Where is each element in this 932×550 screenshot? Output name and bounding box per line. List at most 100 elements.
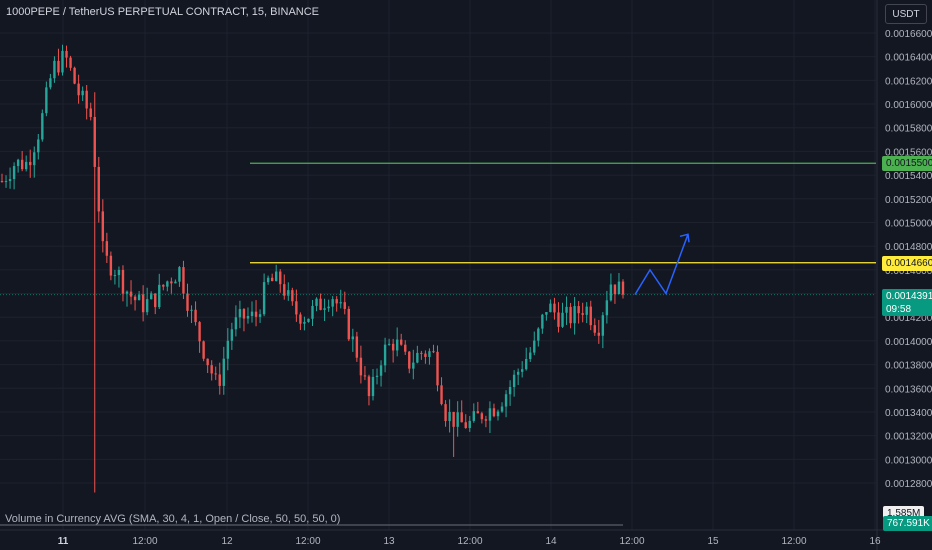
candle-down: [210, 365, 213, 374]
candle-down: [279, 271, 282, 285]
candle-up: [395, 339, 399, 351]
candle-down: [621, 281, 625, 295]
candle-up: [516, 371, 520, 375]
candle-up: [174, 281, 177, 284]
candle-down: [391, 343, 395, 351]
candle-up: [246, 315, 250, 319]
candle-down: [182, 267, 185, 294]
y-tick-label: 0.0014000: [885, 337, 932, 348]
candle-down: [476, 411, 480, 414]
candle-up: [472, 411, 475, 421]
candle-down: [432, 351, 435, 353]
candle-up: [379, 365, 383, 376]
candle-down: [343, 302, 346, 309]
y-tick-label: 0.0015600: [885, 147, 932, 158]
x-tick-label: 14: [545, 536, 557, 547]
candle-up: [37, 139, 40, 153]
candle-down: [367, 376, 371, 397]
candle-countdown: 09:58: [886, 304, 912, 315]
chart-title: 1000PEPE / TetherUS PERPETUAL CONTRACT, …: [6, 6, 320, 18]
candle-up: [125, 291, 129, 294]
candle-up: [303, 321, 306, 324]
candle-down: [464, 422, 467, 429]
green-level-price-tag: 0.0015500: [882, 156, 932, 171]
candle-down: [557, 312, 560, 327]
y-tick-label: 0.0012800: [885, 479, 932, 490]
candle-up: [4, 181, 8, 183]
candle-up: [81, 90, 84, 96]
candle-down: [65, 50, 68, 58]
candle-up: [387, 343, 391, 345]
candle-up: [448, 411, 451, 422]
candle-down: [335, 299, 338, 304]
candle-down: [57, 60, 60, 73]
candle-up: [601, 315, 605, 336]
candle-up: [12, 166, 16, 180]
candle-down: [283, 284, 286, 296]
candle-down: [154, 293, 157, 308]
candle-down: [133, 296, 137, 301]
candle-down: [77, 83, 80, 96]
candle-down: [218, 374, 221, 386]
candle-up: [351, 336, 355, 340]
currency-button[interactable]: USDT: [885, 4, 927, 24]
last-price-tag: 0.0014391 09:58: [882, 289, 932, 316]
candle-down: [0, 181, 4, 183]
candle-up: [307, 318, 310, 322]
candle-down: [420, 352, 423, 354]
candle-up: [61, 50, 64, 73]
candle-down: [101, 211, 105, 242]
y-tick-label: 0.0015200: [885, 195, 932, 206]
candle-up: [339, 302, 342, 304]
candle-down: [440, 385, 443, 405]
volume-indicator-label[interactable]: Volume in Currency AVG (SMA, 30, 4, 1, O…: [5, 513, 341, 525]
y-tick-label: 0.0016400: [885, 53, 932, 64]
x-tick-label: 16: [869, 536, 881, 547]
y-tick-label: 0.0014200: [885, 313, 932, 324]
candle-down: [444, 404, 447, 422]
candle-down: [553, 303, 556, 313]
candle-up: [375, 375, 379, 377]
volume-value-2: 767.591K: [883, 516, 932, 531]
candle-up: [609, 284, 613, 301]
candle-down: [186, 293, 189, 311]
x-tick-label: 15: [707, 536, 719, 547]
candle-up: [49, 78, 52, 88]
x-tick-label: 11: [58, 536, 69, 547]
candle-up: [573, 306, 576, 324]
candle-down: [404, 344, 407, 352]
grid: [0, 0, 876, 530]
candle-up: [16, 159, 20, 167]
volume-bars: [0, 524, 623, 526]
candle-down: [254, 311, 258, 317]
candle-down: [400, 339, 403, 345]
x-tick-label: 12:00: [619, 536, 644, 547]
candle-down: [613, 284, 617, 295]
candle-up: [258, 314, 262, 317]
candle-down: [97, 166, 100, 212]
y-tick-label: 0.0013600: [885, 384, 932, 395]
candle-down: [484, 419, 488, 421]
candle-up: [585, 306, 588, 315]
candle-up: [549, 303, 552, 313]
candle-up: [53, 60, 56, 79]
candle-up: [137, 294, 141, 301]
candle-down: [206, 358, 209, 366]
candle-up: [315, 298, 318, 306]
candle-up: [41, 113, 44, 140]
candle-down: [460, 412, 463, 423]
candle-up: [226, 340, 230, 359]
candle-down: [436, 351, 439, 386]
y-tick-label: 0.0015000: [885, 218, 932, 229]
candle-down: [20, 159, 24, 170]
candle-down: [162, 284, 165, 287]
candle-up: [541, 314, 544, 329]
candle-up: [311, 305, 314, 319]
candle-down: [597, 332, 601, 336]
candle-up: [24, 161, 28, 170]
candle-up: [250, 311, 254, 316]
x-tick-label: 12:00: [132, 536, 157, 547]
candle-down: [242, 309, 246, 319]
candle-down: [319, 298, 322, 310]
